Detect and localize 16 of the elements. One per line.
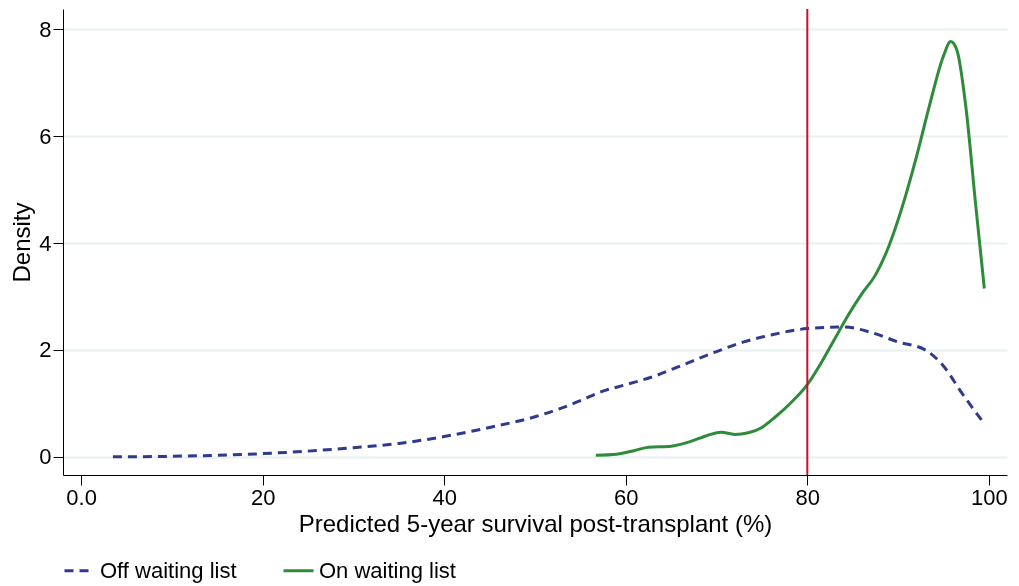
x-tick-label: 80 xyxy=(795,484,821,510)
legend-label: Off waiting list xyxy=(100,557,237,583)
y-tick-label: 6 xyxy=(39,123,52,149)
y-tick-label: 8 xyxy=(39,16,52,42)
y-axis-title: Density xyxy=(8,202,36,283)
y-tick-label: 2 xyxy=(39,337,52,363)
x-tick-label: 100 xyxy=(970,484,1008,510)
x-tick-label: 40 xyxy=(432,484,457,510)
y-tick-label: 0 xyxy=(39,444,52,470)
line-series xyxy=(594,40,986,457)
x-tick-label: 20 xyxy=(250,484,276,510)
x-tick-label: 0.0 xyxy=(66,484,97,510)
legend-label: On waiting list xyxy=(319,557,456,583)
x-tick-label: 60 xyxy=(614,484,639,510)
y-tick-label: 4 xyxy=(39,230,52,256)
x-axis-title: Predicted 5-year survival post-transplant (%) xyxy=(298,509,773,537)
